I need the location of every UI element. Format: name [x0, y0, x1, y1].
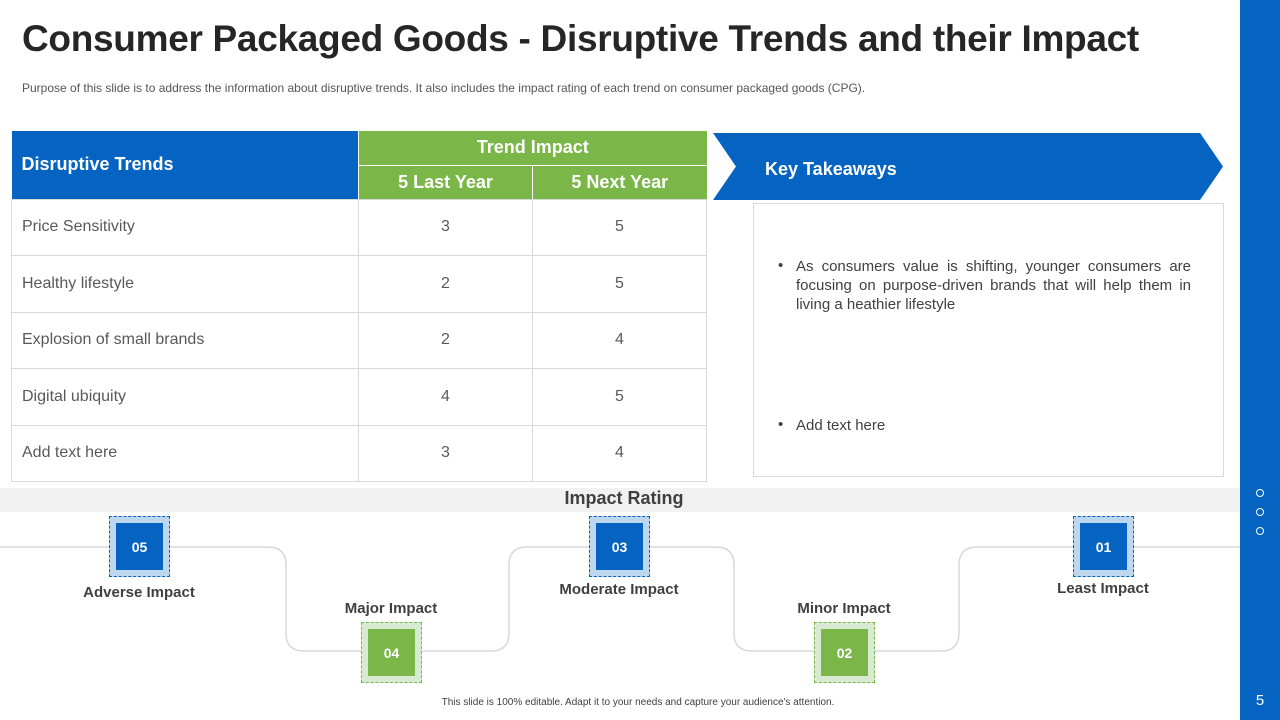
key-takeaways-banner	[713, 133, 1223, 200]
impact-number: 01	[1080, 523, 1127, 570]
nav-dot-icon[interactable]	[1256, 508, 1264, 516]
trend-name: Price Sensitivity	[11, 198, 359, 256]
page-subtitle: Purpose of this slide is to address the …	[22, 81, 866, 95]
impact-badge-04: 04	[361, 622, 422, 683]
last-year-value: 2	[358, 255, 533, 313]
bullet-icon: •	[778, 416, 784, 433]
table-row: Explosion of small brands 2 4	[11, 311, 707, 369]
impact-badge-02: 02	[814, 622, 875, 683]
trend-name: Healthy lifestyle	[11, 255, 359, 313]
impact-number: 04	[368, 629, 415, 676]
impact-badge-01: 01	[1073, 516, 1134, 577]
nav-dot-icon[interactable]	[1256, 527, 1264, 535]
page-number: 5	[1255, 692, 1265, 709]
next-year-value: 5	[532, 198, 707, 256]
col-header-trends: Disruptive Trends	[11, 131, 359, 199]
impact-number: 05	[116, 523, 163, 570]
bullet-icon: •	[778, 257, 784, 274]
table-row: Add text here 3 4	[11, 424, 707, 482]
impact-rating-title: Impact Rating	[564, 488, 684, 508]
next-year-value: 5	[532, 368, 707, 426]
next-year-value: 4	[532, 311, 707, 369]
key-takeaways-title: Key Takeaways	[765, 159, 897, 179]
impact-label: Least Impact	[1057, 580, 1149, 597]
col-header-last-year: 5 Last Year	[358, 165, 533, 199]
impact-label: Moderate Impact	[559, 581, 679, 598]
impact-badge-03: 03	[589, 516, 650, 577]
last-year-value: 3	[358, 198, 533, 256]
last-year-value: 4	[358, 368, 533, 426]
table-row: Healthy lifestyle 2 5	[11, 255, 707, 313]
impact-label: Minor Impact	[797, 600, 891, 617]
col-header-next-year: 5 Next Year	[532, 165, 707, 199]
impact-badge-05: 05	[109, 516, 170, 577]
trend-name: Digital ubiquity	[11, 368, 359, 426]
key-takeaways-box	[753, 203, 1224, 477]
table-row: Digital ubiquity 4 5	[11, 368, 707, 426]
next-year-value: 4	[532, 424, 707, 482]
table-row: Price Sensitivity 3 5	[11, 198, 707, 256]
impact-number: 03	[596, 523, 643, 570]
trend-name: Add text here	[11, 424, 359, 482]
footer-note: This slide is 100% editable. Adapt it to…	[441, 697, 835, 708]
trend-name: Explosion of small brands	[11, 311, 359, 369]
takeaway-text: Add text here	[796, 417, 886, 434]
impact-flow-line	[0, 546, 1240, 652]
takeaway-text: As consumers value is shifting, younger …	[796, 258, 1191, 313]
impact-rating-band	[0, 488, 1240, 512]
trends-table: Disruptive Trends Trend Impact 5 Last Ye…	[11, 131, 707, 482]
impact-number: 02	[821, 629, 868, 676]
col-header-trend-impact: Trend Impact	[358, 131, 707, 166]
last-year-value: 3	[358, 424, 533, 482]
impact-label: Adverse Impact	[83, 584, 195, 601]
right-accent-bar	[1240, 0, 1280, 720]
page-title: Consumer Packaged Goods - Disruptive Tre…	[22, 18, 1139, 59]
nav-dot-icon[interactable]	[1256, 489, 1264, 497]
impact-label: Major Impact	[344, 600, 438, 617]
